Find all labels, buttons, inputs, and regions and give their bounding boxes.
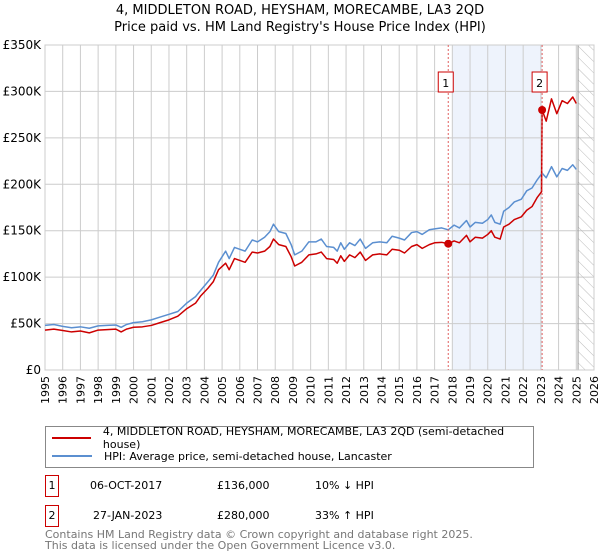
x-tick-label: 1996 [57,376,70,404]
x-tick-label: 2023 [535,376,548,404]
sale-date: 06-OCT-2017 [90,479,163,492]
x-tick-label: 2000 [128,376,141,404]
x-tick-label: 2009 [287,376,300,404]
x-tick-label: 2026 [588,376,600,404]
y-tick-label: £150K [3,224,43,238]
chart-title: 4, MIDDLETON ROAD, HEYSHAM, MORECAMBE, L… [115,3,485,18]
sale-date: 27-JAN-2023 [93,509,163,522]
x-tick-label: 2013 [358,376,371,404]
forecast-hatch [578,45,594,370]
x-tick-label: 2020 [482,376,495,404]
x-tick-label: 2002 [163,376,176,404]
legend-swatch-blue [52,455,92,457]
x-tick-label: 2004 [198,376,211,404]
y-tick-label: £300K [3,84,43,98]
x-tick-label: 2019 [464,376,477,404]
x-tick-label: 2007 [252,376,265,404]
plot-area: 1995 1996 1997 1998 1999 2000 2001 2002 2003 2004… [3,38,600,404]
x-tick-label: 1998 [92,376,105,404]
x-tick-label: 2014 [375,376,388,404]
sale-row: 2 27-JAN-2023 £280,000 33% ↑ HPI [45,505,585,527]
footer: Contains HM Land Registry data © Crown c… [45,529,473,551]
x-tick-label: 2011 [322,376,335,404]
sale-price: £280,000 [217,509,270,522]
y-tick-label: £50K [10,317,42,331]
x-tick-label: 2006 [234,376,247,404]
x-tick-label: 2008 [269,376,282,404]
sale-marker-label: 1 [442,77,449,90]
shaded-period [452,45,543,370]
x-tick-label: 2017 [429,376,442,404]
legend-label: 4, MIDDLETON ROAD, HEYSHAM, MORECAMBE, L… [102,425,505,451]
y-tick-label: £200K [3,177,43,191]
sale-hpi-diff: 10% ↓ HPI [315,479,374,492]
sale-marker-box [531,71,548,93]
x-tick-label: 1995 [39,376,52,404]
sale-marker: 1 [45,475,59,497]
y-tick-label: £250K [3,131,43,145]
x-tick-label: 2005 [216,376,229,404]
sale-price: £136,000 [217,479,270,492]
x-tick-label: 1999 [110,376,123,404]
legend-swatch-red [52,437,91,439]
sale-row: 1 06-OCT-2017 £136,000 10% ↓ HPI [45,475,585,497]
x-tick-label: 2025 [570,376,583,404]
y-tick-label: £350K [3,38,43,52]
x-tick-label: 2003 [181,376,194,404]
footer-line: This data is licensed under the Open Gov… [45,539,396,552]
chart-subtitle: Price paid vs. HM Land Registry's House … [114,20,486,35]
legend: 4, MIDDLETON ROAD, HEYSHAM, MORECAMBE, L… [45,425,534,468]
legend-item-price: 4, MIDDLETON ROAD, HEYSHAM, MORECAMBE, L… [52,425,533,451]
sale-marker: 2 [45,505,59,527]
sale-hpi-diff: 33% ↑ HPI [315,509,374,522]
series-line [44,96,577,334]
y-tick-label: £0 [26,363,41,377]
x-tick-label: 2021 [499,376,512,404]
sale-point [538,106,547,114]
x-tick-label: 2001 [145,376,158,404]
x-tick-label: 2015 [393,376,406,404]
plot-border [44,44,595,371]
sale-point [444,239,453,248]
series-line [44,164,577,329]
x-tick-label: 2018 [446,376,459,404]
x-tick-label: 1997 [74,376,87,404]
x-tick-label: 2016 [411,376,424,404]
x-tick-label: 2024 [553,376,566,404]
sale-marker-label: 2 [536,77,543,90]
x-tick-label: 2010 [305,376,318,404]
x-tick-label: 2012 [340,376,353,404]
legend-label: HPI: Average price, semi-detached house,… [104,449,392,463]
legend-item-hpi: HPI: Average price, semi-detached house,… [52,448,392,464]
footer-line: Contains HM Land Registry data © Crown c… [45,528,473,541]
sale-marker-box [437,71,454,93]
y-tick-label: £100K [3,270,43,284]
x-tick-label: 2022 [517,376,530,404]
